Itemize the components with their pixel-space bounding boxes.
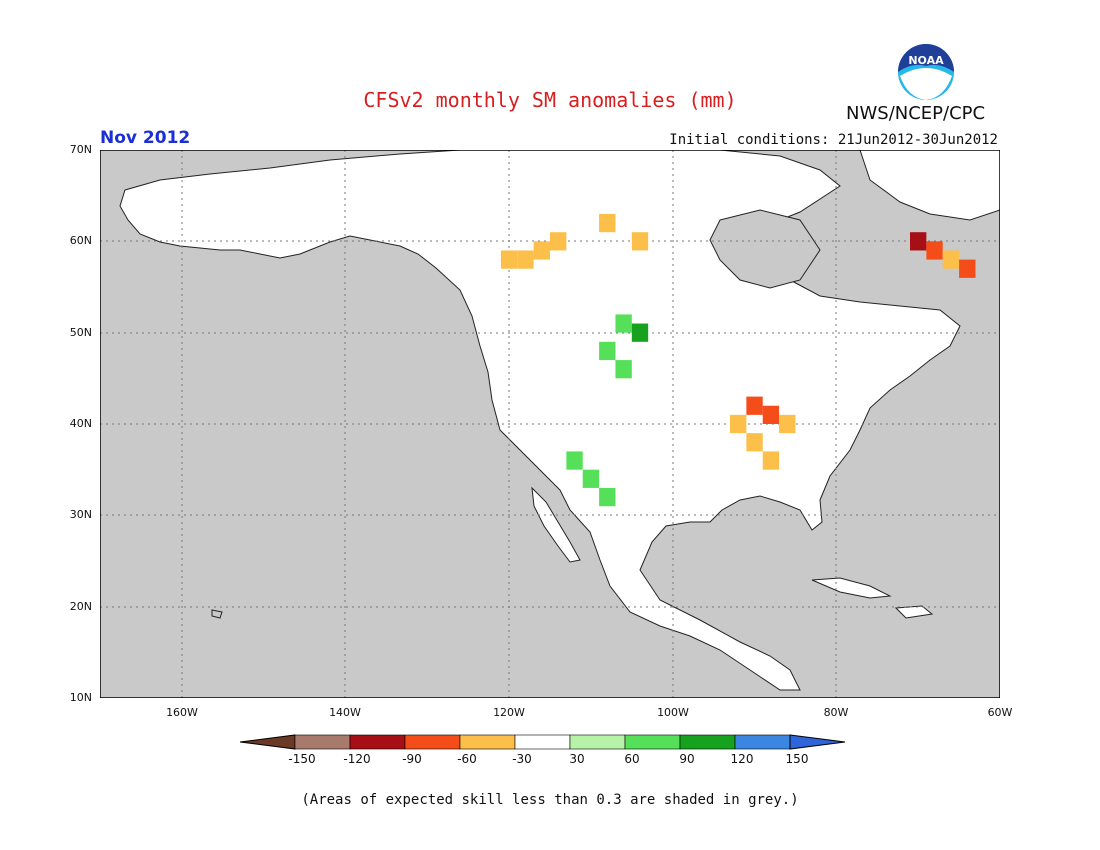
lat-tick-20: 20N: [69, 600, 92, 613]
legend-swatch: [294, 734, 351, 750]
anomaly-cell: [517, 250, 534, 269]
legend-value: -30: [512, 752, 532, 766]
initial-conditions-label: Initial conditions: 21Jun2012-30Jun2012: [669, 132, 998, 148]
legend-value: 90: [679, 752, 695, 766]
lat-tick-30: 30N: [69, 508, 92, 521]
legend-swatch: [624, 734, 681, 750]
anomaly-cell: [533, 241, 550, 260]
lat-tick-60: 60N: [69, 234, 92, 247]
legend-value: 120: [730, 752, 754, 766]
anomaly-cell: [599, 341, 616, 361]
chart-title: CFSv2 monthly SM anomalies (mm): [363, 88, 737, 112]
anomaly-cells: [500, 213, 976, 507]
legend-value: -60: [457, 752, 477, 766]
legend-arrow-low: [240, 734, 296, 750]
legend-swatch: [514, 734, 571, 750]
lon-tick-160w: 160W: [166, 706, 198, 719]
legend-value: -150: [288, 752, 316, 766]
land-north-america: [119, 150, 1000, 691]
legend-value: -120: [343, 752, 371, 766]
anomaly-cell: [762, 405, 780, 424]
lon-tick-140w: 140W: [329, 706, 361, 719]
lat-tick-10: 10N: [69, 691, 92, 704]
legend-value: 60: [624, 752, 640, 766]
anomaly-cell: [599, 213, 616, 233]
anomaly-cell: [746, 396, 763, 415]
legend-swatch: [679, 734, 736, 750]
logo-text: NOAA: [908, 54, 944, 67]
legend-swatch: [734, 734, 791, 750]
month-label: Nov 2012: [100, 128, 191, 148]
anomaly-map: [100, 150, 1000, 698]
anomaly-cell: [599, 487, 616, 507]
anomaly-cell: [500, 250, 518, 269]
legend-arrow-high: [789, 734, 846, 750]
anomaly-cell: [631, 232, 649, 251]
anomaly-cell: [762, 451, 780, 470]
lon-tick-60w: 60W: [987, 706, 1013, 719]
graticule: [100, 150, 1000, 698]
legend-swatch: [349, 734, 406, 750]
anomaly-cell: [582, 469, 600, 488]
anomaly-cell: [631, 323, 649, 342]
anomaly-cell: [959, 259, 976, 278]
legend-value: 30: [569, 752, 585, 766]
anomaly-cell: [730, 414, 747, 434]
anomaly-cell: [746, 433, 763, 452]
anomaly-cell: [942, 250, 960, 269]
anomaly-cell: [566, 451, 583, 470]
legend-swatch: [404, 734, 461, 750]
noaa-logo-icon: NOAA: [895, 41, 957, 103]
anomaly-cell: [926, 241, 943, 260]
lon-tick-80w: 80W: [823, 706, 849, 719]
legend-value: -90: [402, 752, 422, 766]
anomaly-cell: [615, 360, 632, 379]
lat-tick-50: 50N: [69, 326, 92, 339]
legend-swatch: [569, 734, 626, 750]
agency-label: NWS/NCEP/CPC: [846, 103, 986, 124]
anomaly-cell: [615, 314, 632, 333]
legend-value: 150: [785, 752, 809, 766]
anomaly-cell: [550, 232, 567, 251]
anomaly-cell: [779, 414, 796, 434]
anomaly-cell: [910, 232, 927, 251]
legend-colorbar: [240, 734, 846, 750]
lat-tick-70: 70N: [69, 143, 92, 156]
legend-swatch: [459, 734, 516, 750]
lon-tick-100w: 100W: [657, 706, 689, 719]
lat-tick-40: 40N: [69, 417, 92, 430]
footnote: (Areas of expected skill less than 0.3 a…: [301, 792, 799, 808]
lon-tick-120w: 120W: [493, 706, 525, 719]
